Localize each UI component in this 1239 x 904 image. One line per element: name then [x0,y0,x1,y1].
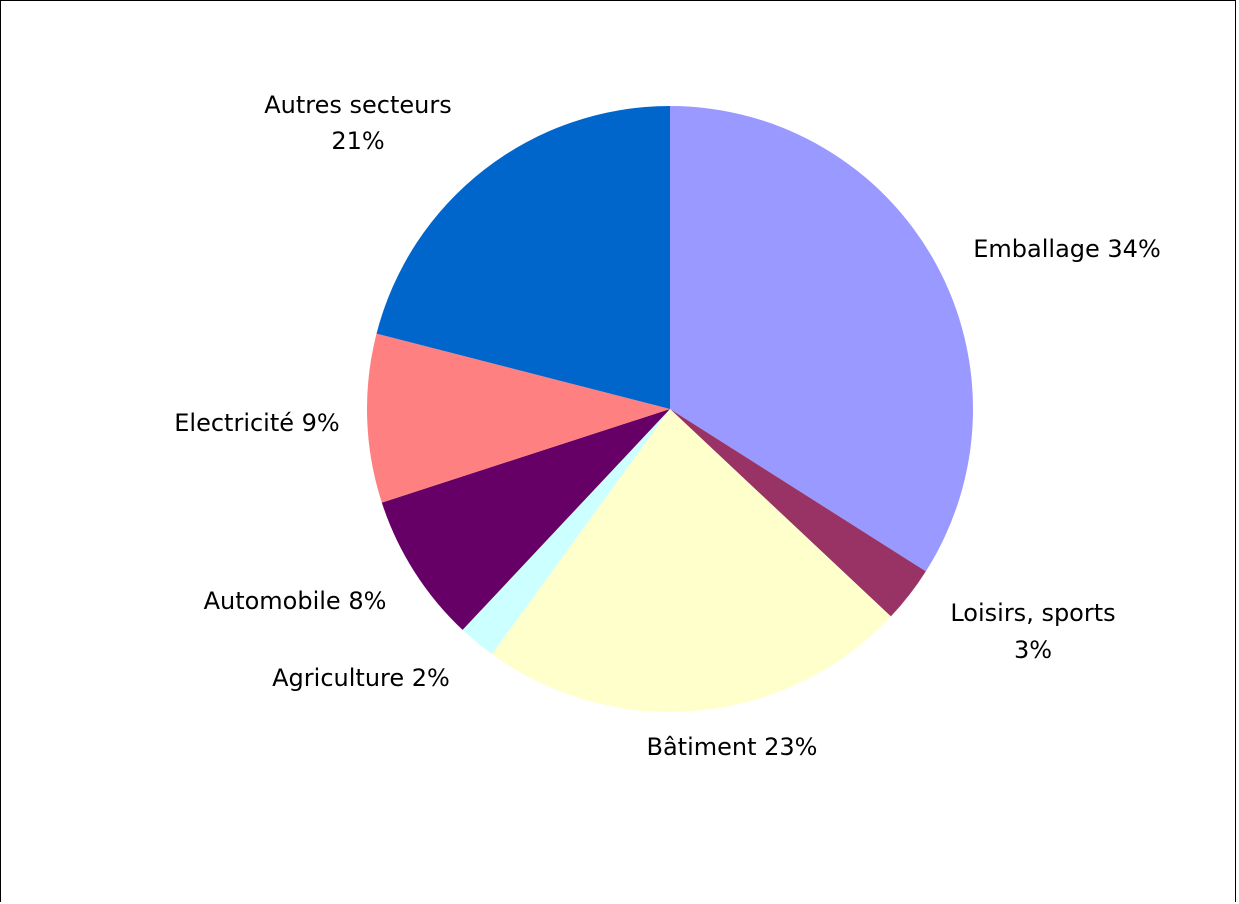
data-label-batiment: Bâtiment 23% [647,733,818,761]
pie-slice-automobile [381,409,670,630]
data-label-loisirs-sports: Loisirs, sports 3% [950,599,1115,664]
data-label-line: Loisirs, sports [950,599,1115,627]
data-label-electricite: Electricité 9% [174,409,339,437]
data-label-line: Bâtiment 23% [647,733,818,761]
pie-slice-agriculture [462,409,670,655]
pie-slice-batiment [491,409,891,713]
data-label-emballage: Emballage 34% [973,235,1161,263]
data-label-line: Agriculture 2% [272,664,450,692]
data-label-line: Autres secteurs [264,91,452,119]
data-label-line: 21% [331,127,384,155]
data-labels: Emballage 34% Loisirs, sports 3% Bâtiment 2… [174,91,1160,761]
data-label-line: 3% [1014,636,1052,664]
data-label-line: Emballage 34% [973,235,1161,263]
pie-slice-electricite [367,333,670,503]
data-label-autres-secteurs: Autres secteurs 21% [264,91,452,155]
pie-slices [367,106,974,713]
pie-slice-loisirs-sports [670,409,926,617]
pie-slice-emballage [670,106,974,572]
data-label-automobile: Automobile 8% [204,587,387,615]
data-label-line: Automobile 8% [204,587,387,615]
data-label-line: Electricité 9% [174,409,339,437]
data-label-agriculture: Agriculture 2% [272,664,450,692]
pie-slice-autres-secteurs [376,106,670,409]
